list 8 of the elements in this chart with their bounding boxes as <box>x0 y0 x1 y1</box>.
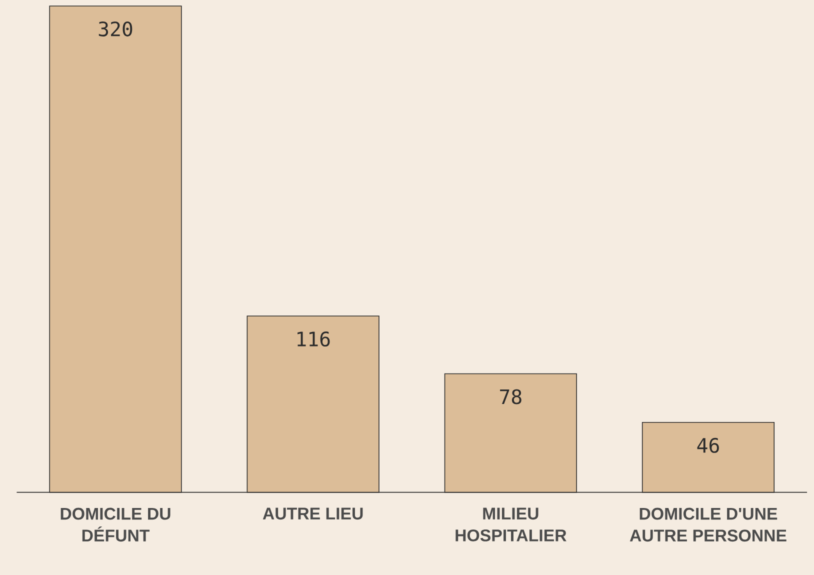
data-label: 46 <box>697 438 719 453</box>
x-tick-label: MILIEU HOSPITALIER <box>456 508 566 542</box>
data-label: 116 <box>298 331 330 346</box>
x-tick-label: DOMICILE D'UNE AUTRE PERSONNE <box>630 508 786 542</box>
data-label: 78 <box>500 389 522 404</box>
data-label: 320 <box>98 21 132 36</box>
x-tick-label: DOMICILE DU DÉFUNT <box>60 508 170 542</box>
x-tick-label: AUTRE LIEU <box>262 508 363 520</box>
